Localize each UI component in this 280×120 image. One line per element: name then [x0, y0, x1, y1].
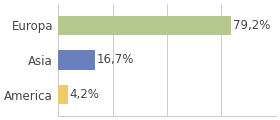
- Bar: [59, 50, 95, 70]
- Text: 79,2%: 79,2%: [233, 19, 270, 32]
- Bar: [59, 85, 67, 105]
- Text: 4,2%: 4,2%: [70, 88, 100, 101]
- Bar: [59, 15, 231, 35]
- Text: 16,7%: 16,7%: [97, 54, 134, 66]
